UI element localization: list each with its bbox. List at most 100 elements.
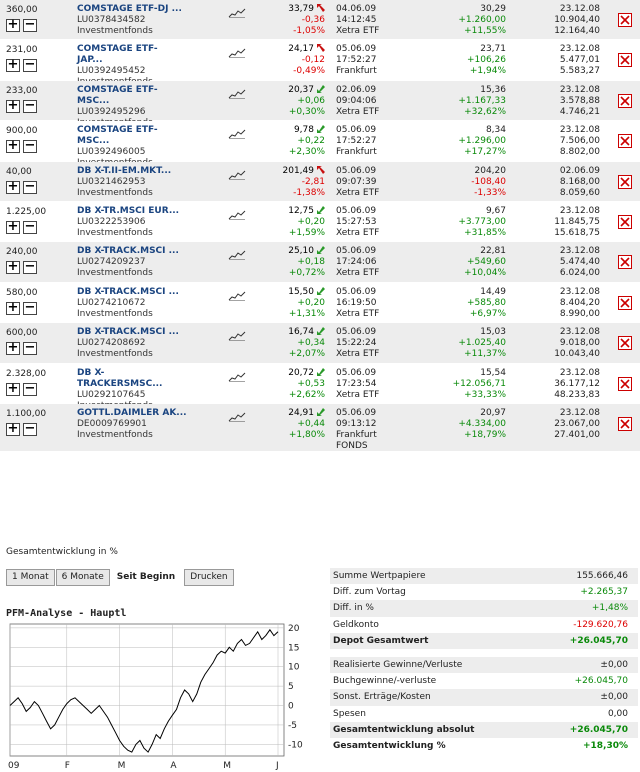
quote-time: 14:12:45 xyxy=(336,15,377,25)
summary-row: Gesamtentwicklung absolut +26.045,70 xyxy=(330,721,638,738)
delete-button[interactable] xyxy=(618,376,632,391)
purchase-price: 23,71 xyxy=(480,44,506,55)
quantity-stepper: + − xyxy=(6,17,37,32)
delete-button[interactable] xyxy=(618,53,632,68)
minus-button[interactable]: − xyxy=(23,380,37,396)
gain-loss: +4.334,00 xyxy=(458,418,506,429)
plus-button[interactable]: + xyxy=(6,138,20,154)
security-name-link[interactable]: TRACKERSMSC... xyxy=(77,378,163,389)
delete-button[interactable] xyxy=(618,93,632,108)
summary-label: Summe Wertpapiere xyxy=(333,571,426,581)
close-icon xyxy=(620,298,630,308)
exchange: Xetra ETF xyxy=(336,308,380,319)
minus-button[interactable]: − xyxy=(23,138,37,154)
plus-button[interactable]: + xyxy=(6,57,20,73)
chart-icon[interactable] xyxy=(228,372,246,382)
table-row: 231,00+−COMSTAGE ETF-JAP...LU0392495452I… xyxy=(0,40,640,87)
security-name-link[interactable]: COMSTAGE ETF- xyxy=(77,44,158,55)
minus-button[interactable]: − xyxy=(23,340,37,356)
delete-button[interactable] xyxy=(618,134,632,149)
minus-button[interactable]: − xyxy=(23,218,37,234)
tab-six-months[interactable]: 6 Monate xyxy=(55,569,110,586)
summary-row: Summe Wertpapiere 155.666,46 xyxy=(330,568,638,585)
security-name-link[interactable]: DB X-T.II-EM.MKT... xyxy=(77,165,172,176)
price-change: +0,20 xyxy=(297,216,325,227)
security-name-link[interactable]: MSC... xyxy=(77,95,110,106)
delete-button[interactable] xyxy=(618,295,632,310)
security-info: DB X-TRACK.MSCI ... LU0274210672 Investmen… xyxy=(77,287,227,320)
chart-icon[interactable] xyxy=(228,170,246,180)
quote-date: 05.06.09 xyxy=(336,286,377,297)
chart-icon[interactable] xyxy=(228,89,246,99)
security-name-link[interactable]: COMSTAGE ETF- xyxy=(77,84,158,95)
chart-icon[interactable] xyxy=(228,291,246,301)
summary-row: Diff. zum Vortag +2.265,37 xyxy=(330,584,638,600)
delete-button[interactable] xyxy=(618,336,632,351)
arrow-down-icon xyxy=(317,165,325,174)
plus-button[interactable]: + xyxy=(6,380,20,396)
chart-icon[interactable] xyxy=(228,8,246,18)
price-change: -0,36 xyxy=(301,15,325,25)
security-name-link[interactable]: DB X-TR.MSCI EUR... xyxy=(77,205,180,216)
security-name-link[interactable]: COMSTAGE ETF- xyxy=(77,125,158,136)
quote-info: 05.06.09 09:07:39 Xetra ETF xyxy=(336,166,426,199)
chart-icon[interactable] xyxy=(228,250,246,261)
chart-icon[interactable] xyxy=(228,48,246,59)
chart-icon[interactable] xyxy=(228,129,246,139)
print-button[interactable]: Drucken xyxy=(184,569,234,586)
y-tick-label: -10 xyxy=(288,740,303,750)
security-name-link[interactable]: DB X-TRACK.MSCI ... xyxy=(77,246,179,257)
summary-label: Diff. zum Vortag xyxy=(333,587,406,598)
summary-row: Geldkonto -129.620,76 xyxy=(330,617,638,633)
plus-button[interactable]: + xyxy=(6,420,20,436)
plus-button[interactable]: + xyxy=(6,218,20,234)
purchase-value: 8.404,20 xyxy=(559,297,600,308)
quantity-stepper: + − xyxy=(6,299,37,315)
chart-icon[interactable] xyxy=(228,210,246,220)
table-row: 600,00 + − DB X-TRACK.MSCI ... LU0274208692 I… xyxy=(0,323,640,364)
x-tick-label: F xyxy=(65,761,70,770)
plus-button[interactable]: + xyxy=(6,259,20,275)
delete-button[interactable] xyxy=(618,255,632,270)
purchase-date: 23.12.08 xyxy=(559,286,600,297)
plus-button[interactable]: + xyxy=(6,17,20,32)
purchase-info: 23.12.08 11.845,75 15.618,75 xyxy=(526,206,600,239)
tab-since-start[interactable]: Seit Beginn xyxy=(110,569,182,586)
delete-button[interactable] xyxy=(618,416,632,431)
quote-time: 15:22:24 xyxy=(336,338,377,349)
minus-button[interactable]: − xyxy=(23,17,37,32)
purchase-price: 15,03 xyxy=(480,327,506,338)
plus-button[interactable]: + xyxy=(6,97,20,113)
gain-loss: +1.260,00 xyxy=(458,15,506,25)
security-name-link[interactable]: JAP... xyxy=(77,55,103,66)
security-name-link[interactable]: MSC... xyxy=(77,136,110,147)
chart-icon[interactable] xyxy=(228,412,246,422)
minus-button[interactable]: − xyxy=(23,259,37,275)
minus-button[interactable]: − xyxy=(23,97,37,113)
arrow-up-icon xyxy=(317,84,325,93)
chart-icon[interactable] xyxy=(228,331,246,341)
minus-button[interactable]: − xyxy=(23,420,37,436)
minus-button[interactable]: − xyxy=(23,57,37,73)
delete-button[interactable] xyxy=(618,174,632,189)
minus-button[interactable]: − xyxy=(23,178,37,194)
security-name-link[interactable]: DB X-TRACK.MSCI ... xyxy=(77,327,179,338)
minus-button[interactable]: − xyxy=(23,299,37,315)
tab-one-month[interactable]: 1 Monat xyxy=(6,569,55,586)
security-name-link[interactable]: GOTTL.DAIMLER AK... xyxy=(77,407,187,418)
security-name-link[interactable]: COMSTAGE ETF-DJ ... xyxy=(77,4,182,14)
x-tick-label: 09 xyxy=(8,761,20,770)
plus-button[interactable]: + xyxy=(6,178,20,194)
delete-button[interactable] xyxy=(618,13,632,27)
security-name-link[interactable]: DB X- xyxy=(77,367,105,378)
delete-button[interactable] xyxy=(618,214,632,229)
price: 20,72 xyxy=(250,367,325,379)
plus-button[interactable]: + xyxy=(6,299,20,315)
summary-value: -129.620,76 xyxy=(573,619,628,630)
exchange: Frankfurt xyxy=(336,429,377,440)
x-tick-label: M xyxy=(223,761,231,770)
plus-button[interactable]: + xyxy=(6,340,20,356)
performance-info: 14,49 +585,80 +6,97% xyxy=(430,287,506,320)
table-row: 2.328,00 + − DB X- TRACKERSMSC... LU029210764… xyxy=(0,363,640,411)
security-name-link[interactable]: DB X-TRACK.MSCI ... xyxy=(77,286,179,297)
